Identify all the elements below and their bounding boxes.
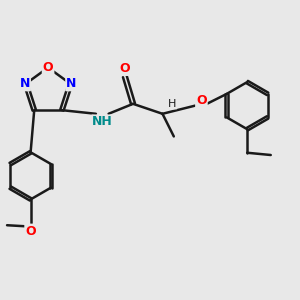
- Text: O: O: [43, 61, 53, 74]
- Text: H: H: [168, 99, 177, 109]
- Text: O: O: [25, 225, 36, 238]
- Text: O: O: [196, 94, 207, 107]
- Text: O: O: [120, 62, 130, 75]
- Text: NH: NH: [92, 116, 113, 128]
- Text: N: N: [20, 77, 30, 90]
- Text: N: N: [66, 77, 76, 90]
